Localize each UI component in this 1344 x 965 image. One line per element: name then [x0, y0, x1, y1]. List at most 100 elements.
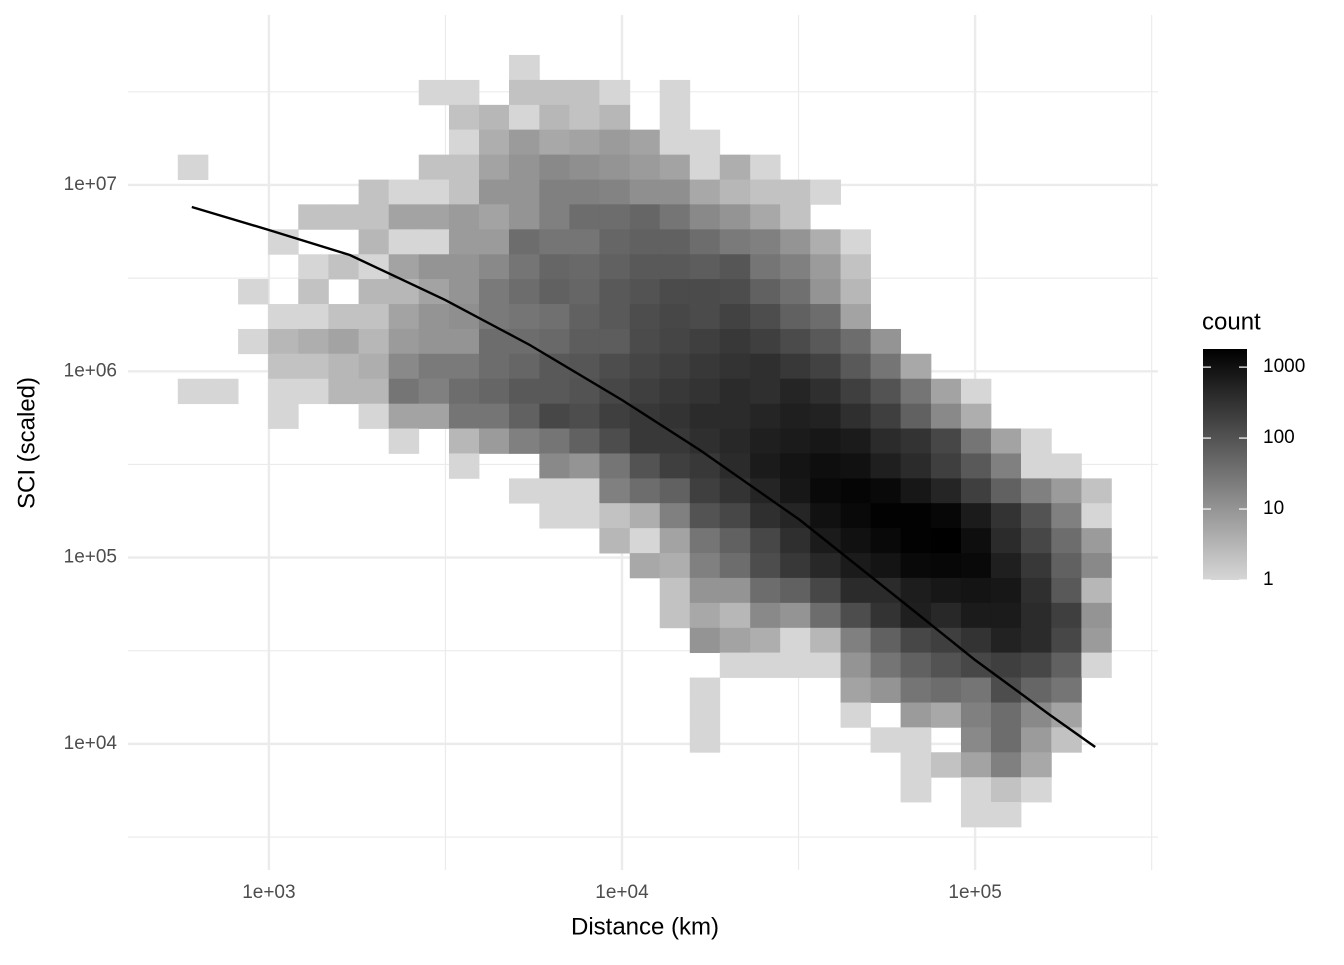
bin	[358, 353, 390, 380]
y-axis-title: SCI (scaled)	[13, 377, 40, 509]
bin	[659, 154, 691, 180]
bin	[900, 553, 932, 579]
bin	[599, 328, 631, 355]
bin	[719, 403, 751, 429]
bin	[1051, 627, 1082, 654]
bin	[1021, 727, 1052, 753]
bin	[1021, 528, 1052, 554]
bin	[388, 428, 420, 454]
bin	[599, 279, 631, 305]
bin	[900, 777, 932, 803]
bin	[990, 528, 1022, 554]
bin	[448, 279, 480, 305]
bin	[659, 378, 691, 405]
bin	[448, 453, 480, 479]
bin	[599, 528, 631, 554]
x-tick-label: 1e+04	[595, 882, 649, 903]
bin	[177, 378, 209, 405]
bin	[1051, 453, 1082, 479]
bin	[960, 677, 992, 703]
bin	[418, 403, 450, 429]
bin	[870, 553, 901, 579]
bin	[1081, 602, 1112, 629]
bin	[358, 179, 390, 205]
bin	[418, 254, 450, 280]
bin	[780, 279, 811, 305]
bin	[629, 428, 661, 454]
bin	[508, 229, 540, 255]
bin	[960, 553, 992, 579]
bin	[870, 478, 901, 504]
bin	[990, 777, 1022, 803]
bin	[689, 328, 721, 355]
bin	[930, 428, 962, 454]
bin	[900, 577, 932, 604]
bin	[689, 204, 721, 230]
bin	[479, 204, 510, 230]
bin	[599, 129, 631, 156]
bin	[1021, 503, 1052, 529]
bin	[508, 179, 540, 205]
bin	[659, 453, 691, 479]
bin	[569, 129, 600, 156]
bin	[659, 204, 691, 230]
bin	[479, 353, 510, 380]
bin	[689, 353, 721, 380]
bin	[780, 304, 811, 330]
bin	[599, 254, 631, 280]
bin	[599, 353, 631, 380]
bin	[689, 602, 721, 629]
bin	[840, 478, 871, 504]
bin	[298, 279, 329, 305]
bin	[599, 478, 631, 504]
bin	[298, 328, 329, 355]
bin	[629, 154, 661, 180]
x-tick-label: 1e+03	[242, 882, 295, 903]
bin	[870, 453, 901, 479]
bin	[719, 503, 751, 529]
bin	[539, 453, 570, 479]
bin	[810, 304, 841, 330]
bin	[659, 528, 691, 554]
bin	[870, 503, 901, 529]
bin	[448, 328, 480, 355]
bin	[659, 403, 691, 429]
bin	[629, 353, 661, 380]
bin	[930, 677, 962, 703]
bin	[689, 727, 721, 753]
bin	[599, 453, 631, 479]
bin	[930, 652, 962, 678]
bin	[569, 79, 600, 106]
bin	[689, 453, 721, 479]
bin	[599, 79, 631, 106]
bin	[960, 528, 992, 554]
bin	[900, 652, 932, 678]
bin	[418, 179, 450, 205]
bin	[960, 777, 992, 803]
bin	[900, 752, 932, 778]
bin	[569, 328, 600, 355]
bin	[990, 453, 1022, 479]
bin	[569, 403, 600, 429]
bin	[750, 577, 781, 604]
bin	[990, 727, 1022, 753]
bin	[870, 727, 901, 753]
bin	[840, 254, 871, 280]
bin	[990, 428, 1022, 454]
bin	[659, 304, 691, 330]
legend-title: count	[1202, 308, 1261, 335]
bin	[1021, 453, 1052, 479]
bin	[900, 453, 932, 479]
bin	[689, 677, 721, 703]
bin	[629, 254, 661, 280]
bin	[750, 627, 781, 654]
bin	[1081, 627, 1112, 654]
bin	[569, 378, 600, 405]
bin	[629, 503, 661, 529]
bin	[479, 428, 510, 454]
bin	[810, 478, 841, 504]
bin	[810, 179, 841, 205]
bin	[238, 328, 269, 355]
bin	[629, 528, 661, 554]
bin	[719, 528, 751, 554]
